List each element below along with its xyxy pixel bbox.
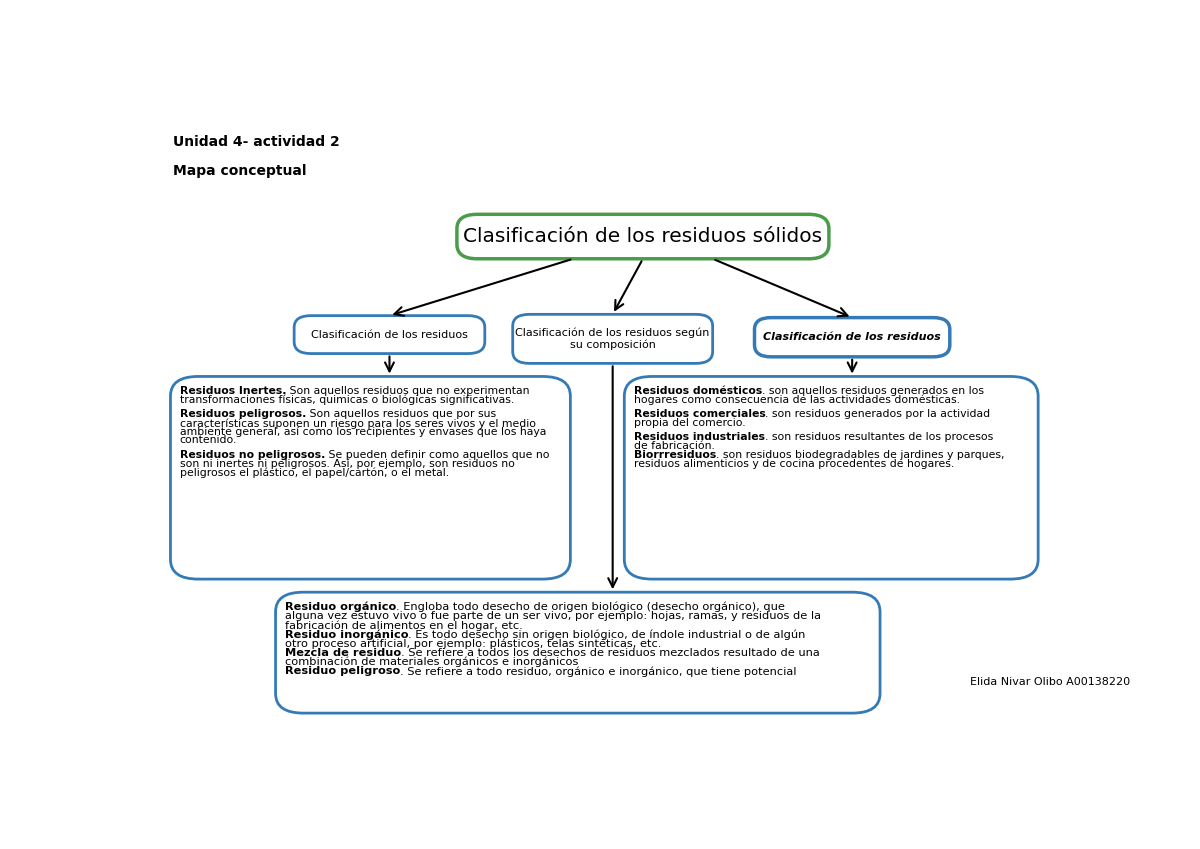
Text: . Es todo desecho sin origen biológico, de índole industrial o de algún: . Es todo desecho sin origen biológico, … [408, 629, 805, 640]
Text: . son aquellos residuos generados en los: . son aquellos residuos generados en los [762, 386, 984, 396]
Text: Residuos Inertes.: Residuos Inertes. [180, 386, 287, 396]
Text: . son residuos generados por la actividad: . son residuos generados por la activida… [766, 409, 990, 419]
Text: Clasificación de los residuos sólidos: Clasificación de los residuos sólidos [463, 227, 822, 246]
Text: Residuos comerciales: Residuos comerciales [634, 409, 766, 419]
Text: . Se refiere a todo residuo, orgánico e inorgánico, que tiene potencial: . Se refiere a todo residuo, orgánico e … [400, 666, 797, 677]
Text: Residuo orgánico: Residuo orgánico [284, 602, 396, 612]
Text: alguna vez estuvo vivo o fue parte de un ser vivo, por ejemplo: hojas, ramas, y : alguna vez estuvo vivo o fue parte de un… [284, 611, 821, 621]
Text: ambiente general, así como los recipientes y envases que los haya: ambiente general, así como los recipient… [180, 427, 546, 437]
Text: Residuo inorgánico: Residuo inorgánico [284, 629, 408, 640]
Text: otro proceso artificial, por ejemplo: plásticos, telas sintéticas, etc.: otro proceso artificial, por ejemplo: pl… [284, 638, 661, 649]
Text: son ni inertes ni peligrosos. Así, por ejemplo, son residuos no: son ni inertes ni peligrosos. Así, por e… [180, 458, 515, 469]
Text: Clasificación de los residuos: Clasificación de los residuos [311, 329, 468, 340]
Text: fabricación de alimentos en el hogar, etc.: fabricación de alimentos en el hogar, et… [284, 621, 523, 631]
Text: transformaciones físicas, quimicas o biológicas significativas.: transformaciones físicas, quimicas o bio… [180, 395, 514, 406]
Text: peligrosos el plástico, el papel/cartón, o el metal.: peligrosos el plástico, el papel/cartón,… [180, 467, 449, 478]
Text: Se pueden definir como aquellos que no: Se pueden definir como aquellos que no [325, 450, 550, 460]
Text: Clasificación de los residuos según
su composición: Clasificación de los residuos según su c… [516, 328, 710, 350]
Text: Biorrresiduos: Biorrresiduos [634, 450, 716, 460]
Text: Mezcla de residuo: Mezcla de residuo [284, 648, 401, 658]
FancyBboxPatch shape [457, 214, 829, 259]
Text: características suponen un riesgo para los seres vivos y el medio: características suponen un riesgo para l… [180, 418, 535, 429]
Text: Residuos domésticos: Residuos domésticos [634, 386, 762, 396]
Text: propia del comercio.: propia del comercio. [634, 418, 745, 428]
FancyBboxPatch shape [755, 318, 950, 357]
FancyBboxPatch shape [170, 376, 570, 579]
Text: . son residuos biodegradables de jardines y parques,: . son residuos biodegradables de jardine… [716, 450, 1004, 460]
Text: residuos alimenticios y de cocina procedentes de hogares.: residuos alimenticios y de cocina proced… [634, 458, 954, 469]
Text: Residuo peligroso: Residuo peligroso [284, 666, 400, 676]
Text: Son aquellos residuos que por sus: Son aquellos residuos que por sus [306, 409, 497, 419]
FancyBboxPatch shape [624, 376, 1038, 579]
Text: combinación de materiales orgánicos e inorgánicos: combinación de materiales orgánicos e in… [284, 657, 578, 667]
Text: Clasificación de los residuos: Clasificación de los residuos [763, 332, 941, 342]
FancyBboxPatch shape [276, 593, 880, 713]
Text: . Engloba todo desecho de origen biológico (desecho orgánico), que: . Engloba todo desecho de origen biológi… [396, 602, 785, 612]
Text: Son aquellos residuos que no experimentan: Son aquellos residuos que no experimenta… [287, 386, 529, 396]
Text: . son residuos resultantes de los procesos: . son residuos resultantes de los proces… [764, 432, 992, 442]
Text: Mapa conceptual: Mapa conceptual [173, 164, 307, 178]
Text: Residuos industriales: Residuos industriales [634, 432, 764, 442]
Text: de fabricación.: de fabricación. [634, 441, 714, 451]
Text: . Se refiere a todos los desechos de residuos mezclados resultado de una: . Se refiere a todos los desechos de res… [401, 648, 820, 658]
Text: Residuos no peligrosos.: Residuos no peligrosos. [180, 450, 325, 460]
Text: contenido.: contenido. [180, 436, 238, 446]
Text: hogares como consecuencia de las actividades domésticas.: hogares como consecuencia de las activid… [634, 395, 960, 406]
Text: Elida Nivar Olibo A00138220: Elida Nivar Olibo A00138220 [971, 678, 1130, 687]
Text: Residuos peligrosos.: Residuos peligrosos. [180, 409, 306, 419]
FancyBboxPatch shape [512, 314, 713, 363]
FancyBboxPatch shape [294, 316, 485, 353]
Text: Unidad 4- actividad 2: Unidad 4- actividad 2 [173, 135, 340, 149]
